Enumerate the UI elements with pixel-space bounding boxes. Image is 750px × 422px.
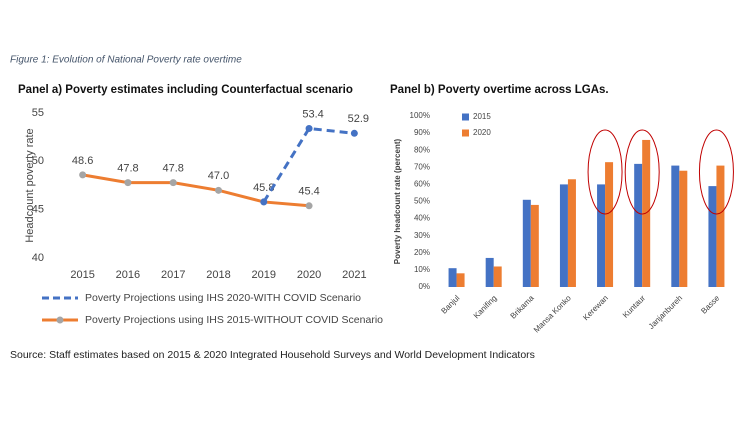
- x-tick-label: Brikama: [509, 293, 536, 320]
- y-tick-label: 80%: [414, 145, 430, 154]
- x-tick-label: Kanifing: [472, 294, 499, 321]
- y-tick-label: 40: [32, 252, 44, 264]
- point: [79, 171, 87, 179]
- x-tick-label: 2019: [252, 269, 276, 281]
- y-tick-label: 40%: [414, 214, 430, 223]
- bar: [679, 170, 688, 287]
- x-tick-label: Mansa Konko: [532, 293, 573, 334]
- data-label: 48.6: [72, 155, 93, 167]
- point: [215, 186, 222, 194]
- bar: [485, 257, 494, 287]
- y-tick-label: 60%: [414, 180, 430, 189]
- source-note: Source: Staff estimates based on 2015 & …: [10, 349, 535, 361]
- x-tick-label: 2016: [116, 269, 140, 281]
- data-label: 45.4: [298, 186, 319, 198]
- legend-label: Poverty Projections using IHS 2020-WITH …: [85, 292, 361, 304]
- legend-swatch: [462, 113, 469, 121]
- chart-title: Panel b) Poverty overtime across LGAs.: [390, 84, 609, 96]
- x-tick-label: 2018: [206, 269, 230, 281]
- x-tick-label: Kerewan: [581, 294, 610, 323]
- bar: [448, 268, 457, 287]
- bar: [522, 199, 531, 287]
- x-tick-label: Janjanbureh: [647, 294, 685, 332]
- y-axis-label: Poverty headcount rate (percent): [393, 138, 402, 264]
- data-label: 47.0: [208, 170, 229, 182]
- x-tick-label: Kuntaur: [621, 293, 647, 319]
- x-tick-label: 2021: [342, 269, 366, 281]
- figure-title: Figure 1: Evolution of National Poverty …: [10, 55, 242, 66]
- y-tick-label: 100%: [410, 111, 430, 120]
- highlight-circle: [698, 129, 734, 215]
- y-tick-label: 30%: [414, 231, 430, 240]
- legend-marker: [56, 316, 64, 324]
- bar: [493, 266, 502, 287]
- bar: [716, 165, 725, 287]
- data-label: 53.4: [302, 108, 323, 120]
- data-label: 45.8: [253, 182, 274, 194]
- y-tick-label: 45: [32, 204, 44, 216]
- x-tick-label: 2020: [297, 269, 321, 281]
- y-tick-label: 50: [32, 155, 44, 167]
- legend-label: Poverty Projections using IHS 2015-WITHO…: [85, 314, 383, 326]
- bar: [605, 162, 614, 287]
- bar: [567, 179, 576, 287]
- x-tick-label: Basse: [699, 293, 721, 315]
- x-tick-label: Banjul: [439, 293, 461, 315]
- bar: [559, 184, 568, 287]
- bar: [634, 163, 643, 287]
- bar: [597, 184, 606, 287]
- highlight-circle: [587, 129, 623, 215]
- y-axis-label: Headcount poverty rate: [24, 128, 36, 242]
- point: [305, 124, 313, 132]
- series-line: [82, 173, 310, 208]
- legend-swatch: [462, 129, 469, 137]
- legend-label: 2020: [473, 128, 491, 137]
- y-tick-label: 10%: [414, 265, 430, 274]
- data-label: 47.8: [117, 163, 138, 175]
- chart-title: Panel a) Poverty estimates including Cou…: [18, 84, 353, 96]
- point: [260, 198, 268, 206]
- series-line: [262, 126, 355, 203]
- point: [169, 179, 177, 187]
- legend-label: 2015: [473, 112, 491, 121]
- y-tick-label: 90%: [414, 128, 430, 137]
- x-tick-label: 2015: [70, 269, 94, 281]
- y-tick-label: 50%: [414, 197, 430, 206]
- point: [305, 202, 313, 210]
- y-tick-label: 55: [32, 107, 44, 119]
- point: [124, 179, 132, 187]
- y-tick-label: 20%: [414, 248, 430, 257]
- point: [350, 129, 358, 137]
- bar: [456, 273, 465, 287]
- bar: [530, 204, 539, 287]
- y-tick-label: 70%: [414, 162, 430, 171]
- y-tick-label: 0%: [418, 282, 430, 291]
- data-label: 47.8: [163, 163, 184, 175]
- bar: [708, 186, 717, 287]
- bar: [671, 165, 680, 287]
- x-tick-label: 2017: [161, 269, 185, 281]
- highlight-circle: [624, 129, 660, 215]
- data-label: 52.9: [348, 113, 369, 125]
